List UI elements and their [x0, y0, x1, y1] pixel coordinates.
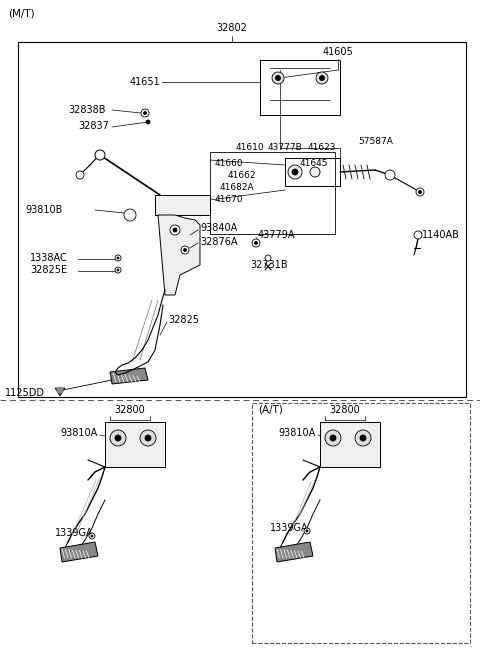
Circle shape	[325, 430, 341, 446]
Circle shape	[330, 435, 336, 441]
Text: 57587A: 57587A	[358, 138, 393, 146]
Polygon shape	[60, 542, 98, 562]
Circle shape	[181, 246, 189, 254]
Circle shape	[91, 535, 93, 537]
Text: 41682A: 41682A	[220, 184, 254, 192]
Circle shape	[170, 225, 180, 235]
Circle shape	[265, 255, 271, 261]
Text: 93810B: 93810B	[25, 205, 62, 215]
Circle shape	[360, 435, 366, 441]
Text: 1339GA: 1339GA	[270, 523, 309, 533]
Text: 93840A: 93840A	[200, 223, 237, 233]
Text: 93810A: 93810A	[60, 428, 97, 438]
Circle shape	[385, 170, 395, 180]
Circle shape	[115, 435, 121, 441]
Circle shape	[173, 228, 177, 232]
Bar	[252, 403, 470, 643]
Circle shape	[112, 435, 118, 441]
Circle shape	[117, 257, 119, 259]
Circle shape	[57, 387, 63, 393]
Circle shape	[316, 72, 328, 84]
Text: 32731B: 32731B	[250, 260, 288, 270]
Circle shape	[115, 255, 121, 261]
Text: 32837: 32837	[78, 121, 109, 131]
Circle shape	[320, 75, 324, 81]
Text: 32825E: 32825E	[30, 265, 67, 275]
Text: 1125DD: 1125DD	[5, 388, 45, 398]
Polygon shape	[275, 542, 313, 562]
Text: 32838B: 32838B	[68, 105, 106, 115]
Circle shape	[95, 150, 105, 160]
Text: 41623: 41623	[308, 144, 336, 152]
Bar	[105, 422, 165, 467]
Circle shape	[89, 533, 95, 539]
Circle shape	[146, 120, 150, 124]
Text: 41651: 41651	[129, 77, 160, 87]
Polygon shape	[158, 215, 200, 295]
Circle shape	[288, 165, 302, 179]
Circle shape	[272, 72, 284, 84]
Text: 32825: 32825	[168, 315, 199, 325]
Circle shape	[254, 241, 257, 245]
Text: 32800: 32800	[330, 405, 360, 415]
Text: 41670: 41670	[215, 195, 244, 205]
Text: 41610: 41610	[236, 144, 264, 152]
Text: 1338AC: 1338AC	[30, 253, 68, 263]
Circle shape	[304, 528, 310, 534]
Text: 41660: 41660	[215, 159, 244, 167]
Text: 1339GA: 1339GA	[55, 528, 94, 538]
Text: 32800: 32800	[115, 405, 145, 415]
Circle shape	[414, 231, 422, 239]
Text: 43779A: 43779A	[258, 230, 296, 240]
Circle shape	[140, 430, 156, 446]
Bar	[18, 42, 466, 397]
Bar	[285, 158, 340, 186]
Circle shape	[115, 267, 121, 273]
Circle shape	[330, 435, 336, 441]
Text: 1140AB: 1140AB	[422, 230, 460, 240]
Polygon shape	[55, 388, 65, 396]
Bar	[260, 60, 340, 115]
Circle shape	[145, 435, 151, 441]
Text: 41645: 41645	[300, 159, 328, 167]
Text: 43777B: 43777B	[268, 144, 303, 152]
Text: 41605: 41605	[323, 47, 353, 57]
Circle shape	[76, 171, 84, 179]
Circle shape	[306, 530, 308, 532]
Circle shape	[416, 188, 424, 196]
Circle shape	[124, 209, 136, 221]
Bar	[210, 152, 335, 234]
Circle shape	[252, 239, 260, 247]
Circle shape	[355, 430, 371, 446]
Bar	[320, 422, 380, 467]
Circle shape	[292, 169, 298, 175]
Circle shape	[110, 430, 126, 446]
Circle shape	[117, 269, 119, 271]
Circle shape	[276, 75, 280, 81]
Text: (A/T): (A/T)	[258, 405, 283, 415]
Text: 32802: 32802	[216, 23, 247, 33]
Text: 32876A: 32876A	[200, 237, 238, 247]
Circle shape	[141, 109, 149, 117]
Polygon shape	[110, 368, 148, 384]
Text: 41662: 41662	[228, 171, 256, 180]
Text: 93810A: 93810A	[278, 428, 315, 438]
Polygon shape	[155, 195, 210, 215]
Circle shape	[144, 112, 146, 115]
Circle shape	[419, 190, 421, 194]
Text: (M/T): (M/T)	[8, 8, 35, 18]
Circle shape	[310, 167, 320, 177]
Circle shape	[183, 249, 187, 251]
